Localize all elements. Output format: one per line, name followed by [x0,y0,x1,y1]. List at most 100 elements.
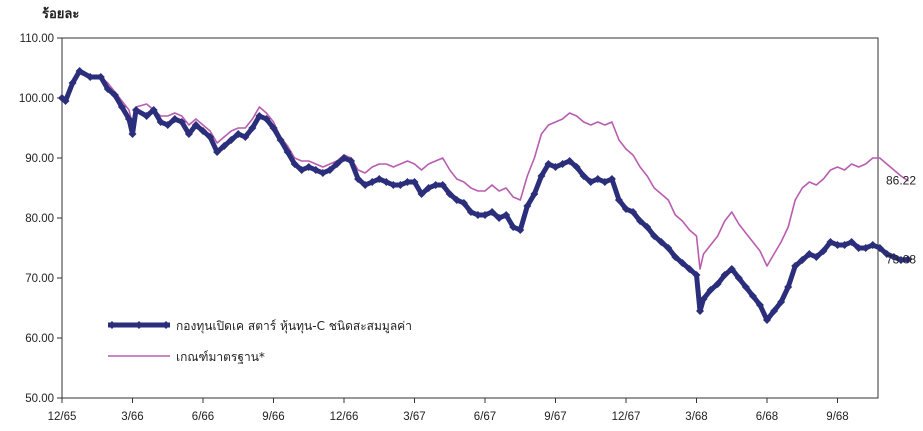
data-point-marker [488,208,497,216]
data-point-marker [678,259,687,267]
data-point-marker [579,172,588,180]
data-point-marker [304,163,313,171]
data-point-marker [854,244,863,252]
data-point-marker [227,136,236,144]
x-tick-label: 9/66 [262,411,284,423]
legend-marker [162,321,170,329]
legend-label-benchmark: เกณฑ์มาตรฐาน* [176,350,265,364]
x-tick-label: 3/67 [403,411,425,423]
data-point-marker [276,136,285,144]
data-point-marker [375,175,384,183]
data-point-marker [805,250,814,258]
data-point-marker [86,73,95,81]
data-point-marker [220,142,229,150]
data-point-marker [819,247,828,255]
data-point-marker [368,178,377,186]
data-point-marker [297,166,306,174]
data-point-marker [248,124,257,132]
data-point-marker [262,115,271,123]
data-point-marker [537,172,546,180]
data-point-marker [551,163,560,171]
data-point-marker [861,244,870,252]
data-point-marker [607,175,616,183]
data-point-marker [770,307,779,315]
data-point-marker [558,160,567,168]
x-tick-label: 12/66 [330,411,359,423]
data-point-marker [706,286,715,294]
data-point-marker [481,211,489,219]
data-point-marker [696,307,705,315]
data-point-marker [255,112,264,120]
series-layer [58,67,912,324]
data-point-marker [170,115,179,123]
data-point-marker [713,280,722,288]
data-point-marker [812,253,821,261]
data-point-marker [117,103,126,111]
data-point-marker [586,178,595,186]
legend-marker [135,321,143,329]
data-point-marker [417,190,426,198]
legend-marker [108,321,116,329]
data-point-marker [234,130,243,138]
plot-frame [61,37,879,399]
x-tick-label: 6/68 [756,411,778,423]
data-point-marker [614,196,623,204]
data-point-marker [530,190,539,198]
data-point-marker [354,175,363,183]
y-axis-label: ร้อยละ [42,6,79,22]
series-line-benchmark [61,73,909,270]
data-point-marker [340,154,348,162]
data-point-marker [283,148,292,156]
data-point-marker [875,244,884,252]
x-tick-label: 12/67 [612,411,641,423]
data-point-marker [671,253,680,261]
data-point-marker [466,208,475,216]
data-point-marker [600,178,609,186]
data-point-marker [445,190,454,198]
x-tick-label: 6/67 [474,411,496,423]
data-point-marker [311,166,320,174]
data-point-marker [213,148,222,156]
data-point-marker [142,112,151,120]
data-point-marker [847,238,856,246]
y-tick-label: 80.00 [25,213,54,225]
end-label-benchmark: 86.22 [886,174,916,188]
data-point-marker [75,67,84,75]
data-point-marker [163,121,172,129]
data-point-marker [96,73,105,81]
data-point-marker [103,85,112,93]
axes [57,37,879,403]
y-tick-labels: 50.00 60.00 70.00 80.00 90.00 100.00 110.00 [19,33,54,405]
data-point-marker [149,106,158,114]
data-point-marker [643,223,652,231]
data-point-marker [68,79,77,87]
data-point-marker [650,232,659,240]
legend-item-benchmark: เกณฑ์มาตรฐาน* [108,350,265,364]
x-tick-label: 3/68 [685,411,707,423]
data-point-marker [438,181,447,189]
data-point-marker [473,211,482,219]
data-point-marker [833,241,842,249]
data-point-marker [657,238,666,246]
data-point-marker [523,202,532,210]
data-point-marker [763,316,771,324]
data-point-marker [452,196,461,204]
data-point-marker [565,157,574,165]
data-point-marker [748,292,757,300]
legend-item-fund: กองทุนเปิดเค สตาร์ หุ้นทุน-C ชนิดสะสมมูล… [108,319,412,334]
data-point-marker [347,157,356,165]
data-point-marker [241,133,250,141]
data-point-marker [361,181,370,189]
data-point-marker [544,160,553,168]
data-point-marker [132,106,141,114]
data-point-marker [882,250,891,258]
data-point-marker [61,97,70,105]
data-point-marker [495,214,504,222]
legend: กองทุนเปิดเค สตาร์ หุ้นทุน-C ชนิดสะสมมูล… [108,319,412,364]
data-point-marker [318,169,327,177]
data-point-marker [290,160,299,168]
data-point-marker [396,181,405,189]
data-point-marker [593,175,602,183]
data-point-marker [184,130,193,138]
